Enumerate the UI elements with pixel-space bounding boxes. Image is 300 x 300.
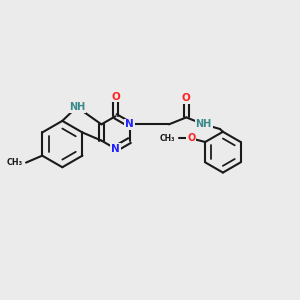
Text: O: O <box>182 93 191 103</box>
Text: CH₃: CH₃ <box>160 134 176 143</box>
Text: NH: NH <box>69 102 85 112</box>
Text: N: N <box>111 144 120 154</box>
Text: O: O <box>111 92 120 101</box>
Text: N: N <box>125 119 134 129</box>
Text: O: O <box>187 134 195 143</box>
Text: NH: NH <box>196 119 212 129</box>
Text: CH₃: CH₃ <box>6 158 22 167</box>
